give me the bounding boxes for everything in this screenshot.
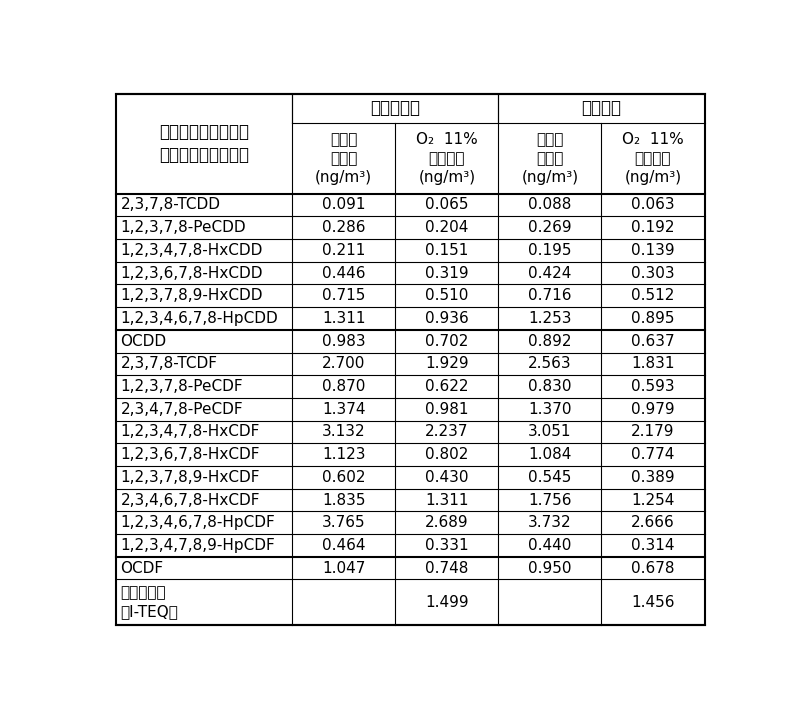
Text: 2,3,7,8-TCDF: 2,3,7,8-TCDF [121, 356, 218, 372]
Text: 0.139: 0.139 [631, 243, 674, 258]
Text: 0.512: 0.512 [631, 288, 674, 303]
Text: 样品测
定浓度
(ng/m³): 样品测 定浓度 (ng/m³) [522, 132, 578, 185]
Text: 3.051: 3.051 [528, 424, 572, 439]
Text: 0.211: 0.211 [322, 243, 366, 258]
Text: 0.331: 0.331 [425, 538, 469, 553]
Text: 0.446: 0.446 [322, 266, 366, 281]
Text: 0.678: 0.678 [631, 560, 674, 575]
Text: 1,2,3,6,7,8-HxCDF: 1,2,3,6,7,8-HxCDF [121, 447, 260, 462]
Text: 2.237: 2.237 [425, 424, 469, 439]
Text: 1,2,3,7,8-PeCDD: 1,2,3,7,8-PeCDD [121, 220, 246, 235]
Text: 0.063: 0.063 [631, 197, 674, 212]
Text: 0.319: 0.319 [425, 266, 469, 281]
Text: 1.253: 1.253 [528, 311, 572, 326]
Text: 0.195: 0.195 [528, 243, 572, 258]
Text: 0.892: 0.892 [528, 334, 572, 349]
Text: 2,3,4,7,8-PeCDF: 2,3,4,7,8-PeCDF [121, 402, 243, 417]
Text: 0.593: 0.593 [631, 379, 674, 394]
Text: 0.702: 0.702 [425, 334, 469, 349]
Text: 0.981: 0.981 [425, 402, 469, 417]
Text: 1,2,3,4,7,8-HxCDF: 1,2,3,4,7,8-HxCDF [121, 424, 260, 439]
Text: 0.510: 0.510 [425, 288, 469, 303]
Text: 1.499: 1.499 [425, 595, 469, 610]
Text: 2,3,4,6,7,8-HxCDF: 2,3,4,6,7,8-HxCDF [121, 493, 260, 508]
Text: 传统方法: 传统方法 [582, 100, 622, 117]
Text: 1.374: 1.374 [322, 402, 366, 417]
Text: 总毒性当量
（I-TEQ）: 总毒性当量 （I-TEQ） [121, 585, 178, 619]
Text: 1.456: 1.456 [631, 595, 674, 610]
Text: 2.700: 2.700 [322, 356, 366, 372]
Text: 0.774: 0.774 [631, 447, 674, 462]
Text: 0.303: 0.303 [631, 266, 674, 281]
Text: 2.563: 2.563 [528, 356, 572, 372]
Text: 0.870: 0.870 [322, 379, 366, 394]
Text: 0.286: 0.286 [322, 220, 366, 235]
Text: 0.802: 0.802 [425, 447, 469, 462]
Text: 多氯代二苯并二恶英
和多氯代二苯并呋喃: 多氯代二苯并二恶英 和多氯代二苯并呋喃 [159, 123, 249, 164]
Text: 0.637: 0.637 [631, 334, 674, 349]
Text: 0.895: 0.895 [631, 311, 674, 326]
Text: 1,2,3,7,8,9-HxCDF: 1,2,3,7,8,9-HxCDF [121, 470, 260, 485]
Text: OCDF: OCDF [121, 560, 163, 575]
Text: 1,2,3,4,6,7,8-HpCDF: 1,2,3,4,6,7,8-HpCDF [121, 515, 275, 530]
Text: OCDD: OCDD [121, 334, 166, 349]
Text: 1.311: 1.311 [322, 311, 366, 326]
Text: 0.950: 0.950 [528, 560, 572, 575]
Text: 0.204: 0.204 [425, 220, 469, 235]
Text: 0.269: 0.269 [528, 220, 572, 235]
Text: 1.929: 1.929 [425, 356, 469, 372]
Text: 1.756: 1.756 [528, 493, 572, 508]
Text: 0.192: 0.192 [631, 220, 674, 235]
Text: 0.440: 0.440 [528, 538, 571, 553]
Text: 0.088: 0.088 [528, 197, 571, 212]
Text: 1,2,3,7,8-PeCDF: 1,2,3,7,8-PeCDF [121, 379, 243, 394]
Text: 0.830: 0.830 [528, 379, 572, 394]
Text: 本专利方法: 本专利方法 [370, 100, 420, 117]
Text: 2,3,7,8-TCDD: 2,3,7,8-TCDD [121, 197, 221, 212]
Text: 0.314: 0.314 [631, 538, 674, 553]
Text: 0.389: 0.389 [631, 470, 674, 485]
Text: 1,2,3,4,6,7,8-HpCDD: 1,2,3,4,6,7,8-HpCDD [121, 311, 278, 326]
Text: 3.132: 3.132 [322, 424, 366, 439]
Text: 0.983: 0.983 [322, 334, 366, 349]
Text: 0.715: 0.715 [322, 288, 366, 303]
Text: O₂  11%
换算浓度
(ng/m³): O₂ 11% 换算浓度 (ng/m³) [622, 132, 684, 185]
Text: 3.765: 3.765 [322, 515, 366, 530]
Text: 1.311: 1.311 [425, 493, 469, 508]
Text: 0.424: 0.424 [528, 266, 571, 281]
Text: 2.179: 2.179 [631, 424, 674, 439]
Text: 0.602: 0.602 [322, 470, 366, 485]
Text: 0.979: 0.979 [631, 402, 674, 417]
Text: 0.716: 0.716 [528, 288, 572, 303]
Text: 2.666: 2.666 [631, 515, 675, 530]
Text: 0.464: 0.464 [322, 538, 366, 553]
Text: 0.545: 0.545 [528, 470, 571, 485]
Text: 1,2,3,7,8,9-HxCDD: 1,2,3,7,8,9-HxCDD [121, 288, 263, 303]
Text: 1.084: 1.084 [528, 447, 571, 462]
Text: 0.151: 0.151 [425, 243, 469, 258]
Text: O₂  11%
换算浓度
(ng/m³): O₂ 11% 换算浓度 (ng/m³) [416, 132, 478, 185]
Text: 0.091: 0.091 [322, 197, 366, 212]
Text: 0.430: 0.430 [425, 470, 469, 485]
Text: 1.047: 1.047 [322, 560, 366, 575]
Text: 样品测
定浓度
(ng/m³): 样品测 定浓度 (ng/m³) [315, 132, 372, 185]
Text: 1.835: 1.835 [322, 493, 366, 508]
Text: 0.622: 0.622 [425, 379, 469, 394]
Text: 1.123: 1.123 [322, 447, 366, 462]
Text: 1,2,3,4,7,8,9-HpCDF: 1,2,3,4,7,8,9-HpCDF [121, 538, 275, 553]
Text: 0.936: 0.936 [425, 311, 469, 326]
Text: 1.254: 1.254 [631, 493, 674, 508]
Text: 0.748: 0.748 [425, 560, 469, 575]
Text: 3.732: 3.732 [528, 515, 572, 530]
Text: 1.831: 1.831 [631, 356, 674, 372]
Text: 1,2,3,4,7,8-HxCDD: 1,2,3,4,7,8-HxCDD [121, 243, 263, 258]
Text: 1,2,3,6,7,8-HxCDD: 1,2,3,6,7,8-HxCDD [121, 266, 263, 281]
Text: 1.370: 1.370 [528, 402, 572, 417]
Text: 2.689: 2.689 [425, 515, 469, 530]
Text: 0.065: 0.065 [425, 197, 469, 212]
